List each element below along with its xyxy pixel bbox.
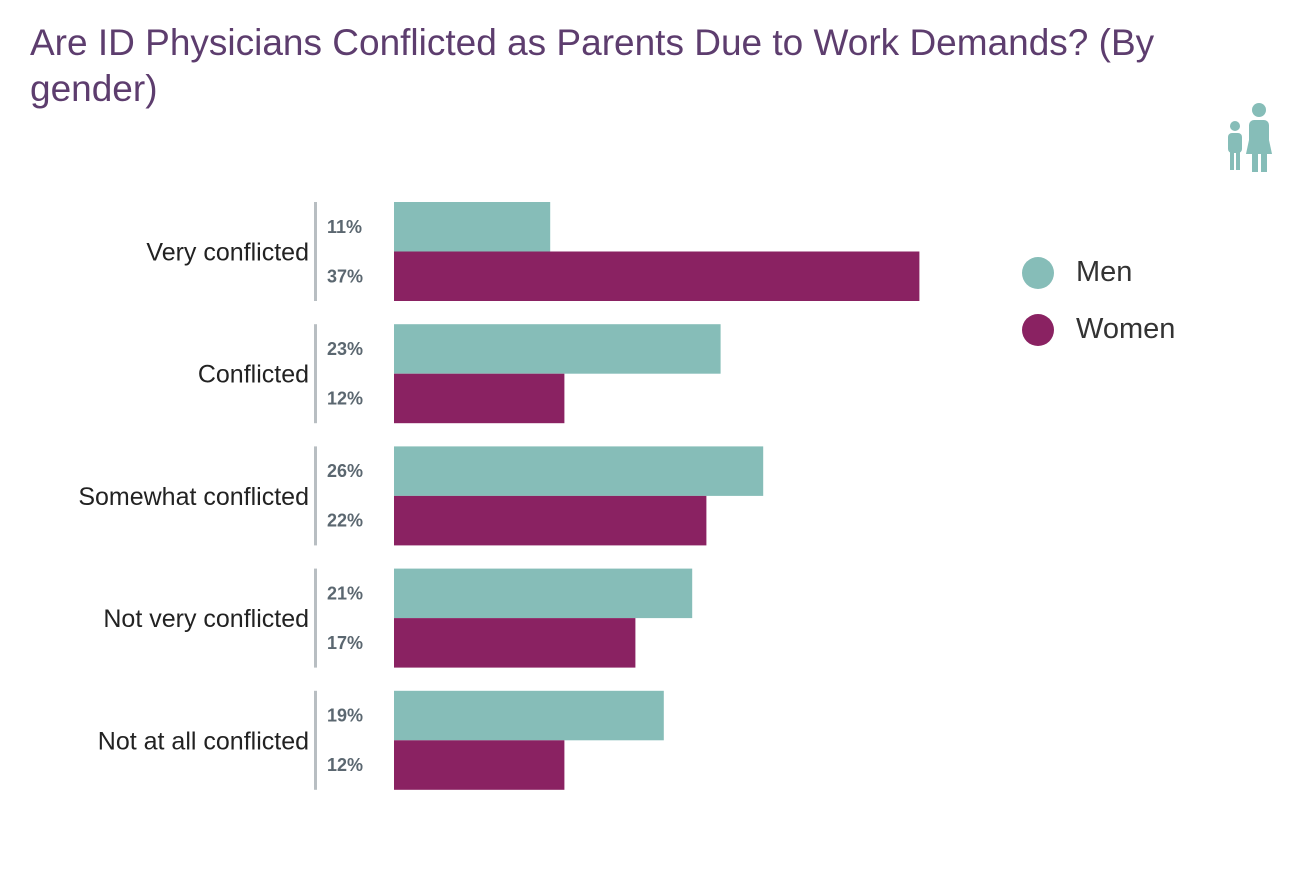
group-divider [314,324,317,424]
legend-label-women: Women [1076,313,1176,345]
legend: Men Women [1022,244,1175,358]
legend-item-women: Women [1022,301,1175,358]
group-divider [314,446,317,546]
group-divider [314,202,317,301]
bar-men-very-conflicted [394,202,551,252]
family-icon [1228,103,1272,172]
bar-men-not-very-conflicted [394,568,693,619]
legend-item-men: Men [1022,244,1175,301]
category-label-not-at-all-conflicted: Not at all conflicted [98,727,309,755]
data-label-men-conflicted: 23% [327,339,363,359]
bar-women-very-conflicted [394,251,920,301]
category-label-conflicted: Conflicted [198,361,309,389]
legend-label-men: Men [1076,256,1133,288]
legend-swatch-women [1022,313,1054,346]
bar-men-somewhat-conflicted [394,446,764,496]
data-label-women-somewhat-conflicted: 22% [327,511,363,531]
chart-title: Are ID Physicians Conflicted as Parents … [30,22,1155,109]
bar-men-conflicted [394,324,721,374]
bar-women-conflicted [394,373,565,424]
category-label-somewhat-conflicted: Somewhat conflicted [78,483,309,511]
data-label-women-conflicted: 12% [327,388,363,408]
group-divider [314,690,317,790]
data-label-women-not-at-all-conflicted: 12% [327,755,363,775]
category-label-not-very-conflicted: Not very conflicted [103,605,309,633]
bar-women-not-at-all-conflicted [394,740,565,790]
group-divider [314,568,317,668]
category-label-very-conflicted: Very conflicted [146,239,309,267]
data-label-women-not-very-conflicted: 17% [327,633,363,653]
legend-swatch-men [1022,256,1054,289]
data-label-men-not-very-conflicted: 21% [327,583,363,603]
data-label-men-not-at-all-conflicted: 19% [327,706,363,726]
data-label-men-somewhat-conflicted: 26% [327,461,363,481]
bar-men-not-at-all-conflicted [394,690,664,741]
data-label-men-very-conflicted: 11% [327,217,362,237]
data-label-women-very-conflicted: 37% [327,266,363,286]
bar-women-not-very-conflicted [394,618,636,668]
bar-women-somewhat-conflicted [394,495,707,546]
